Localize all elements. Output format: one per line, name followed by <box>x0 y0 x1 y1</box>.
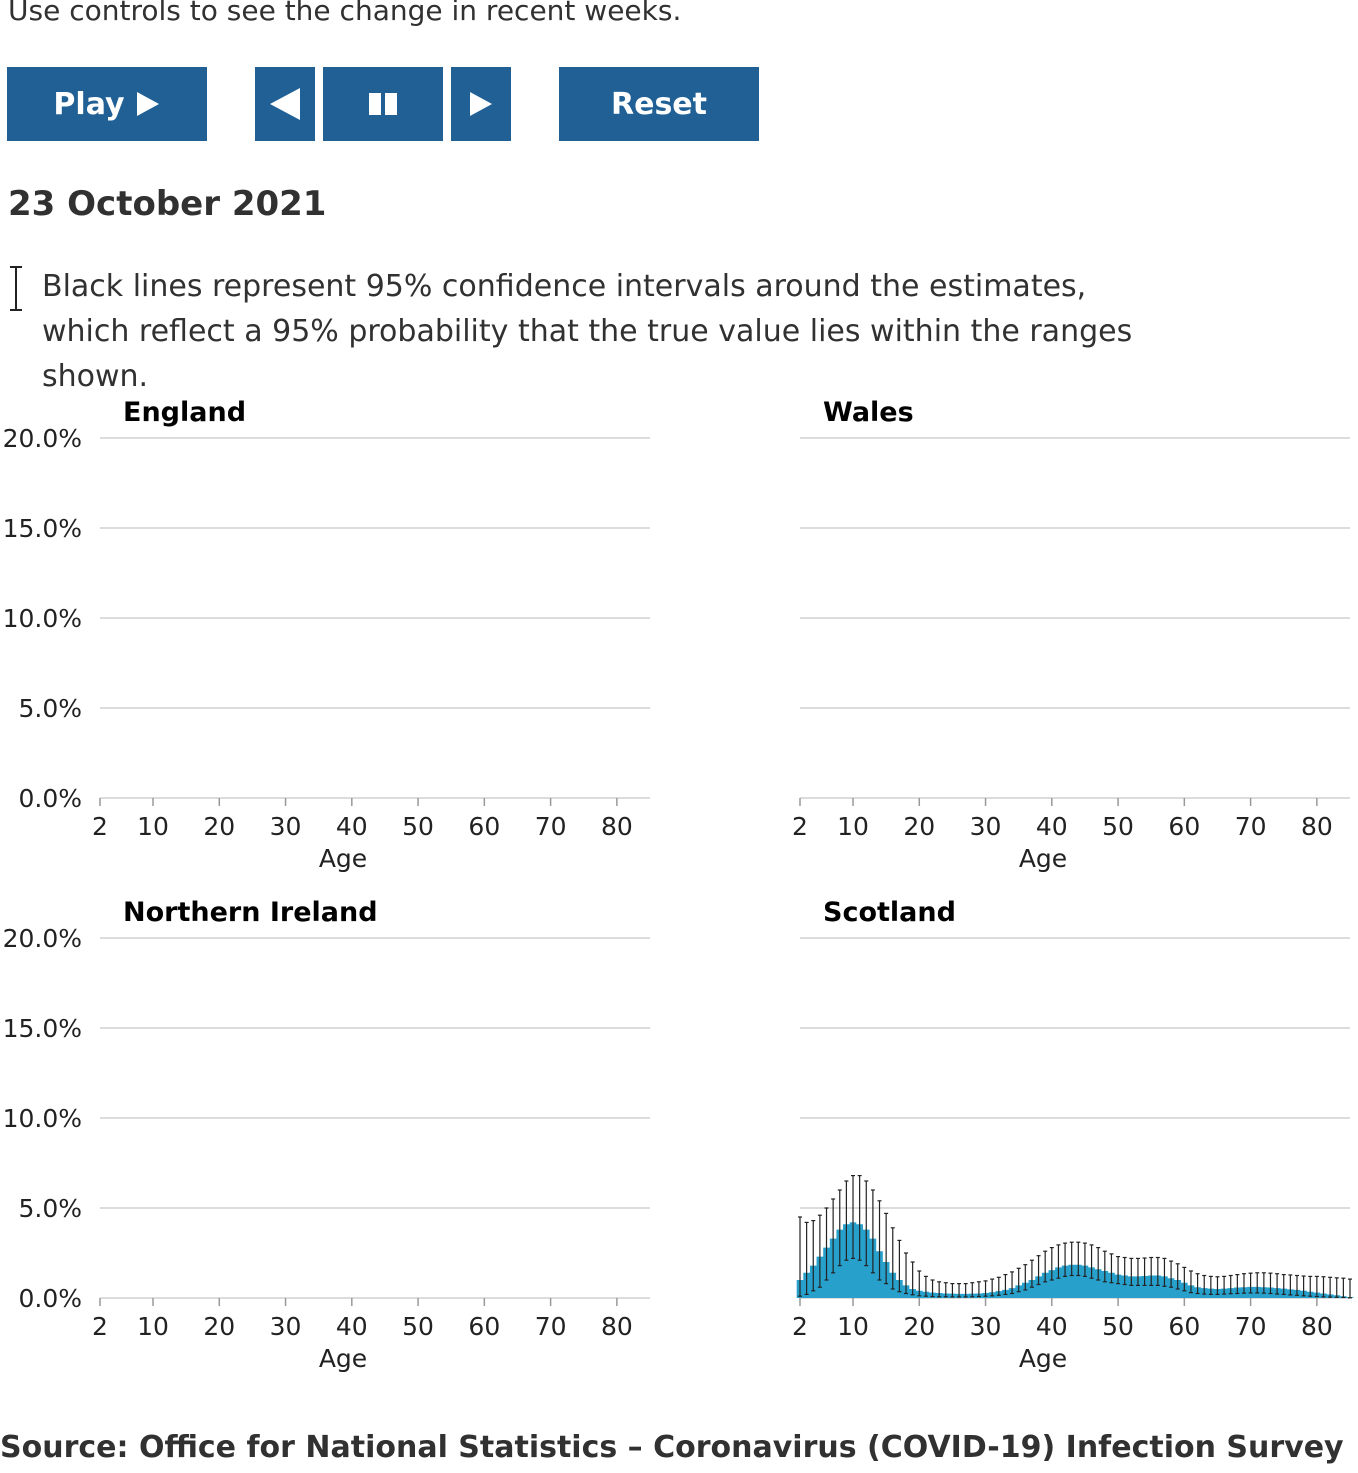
previous-button[interactable] <box>255 67 315 141</box>
play-icon <box>136 92 159 116</box>
y-tick-label: 15.0% <box>3 514 82 543</box>
chart-panel-northern-ireland: Northern Ireland 0.0% 5.0% 10.0% 15.0% 20.0% 2… <box>3 897 650 1373</box>
y-tick-label: 0.0% <box>18 784 82 813</box>
y-tick-label: 5.0% <box>18 1194 82 1223</box>
confidence-note: Black lines represent 95% confidence int… <box>42 269 1133 394</box>
x-tick-label: 70 <box>535 1312 567 1341</box>
x-tick-label: 50 <box>1102 812 1134 841</box>
x-tick-label: 30 <box>270 812 302 841</box>
x-tick-label: 60 <box>468 812 500 841</box>
x-tick-label: 20 <box>203 812 235 841</box>
date-heading: 23 October 2021 <box>8 184 327 224</box>
x-tick-label: 30 <box>270 1312 302 1341</box>
x-axis-label: Age <box>1019 844 1067 873</box>
x-tick-label: 60 <box>1168 1312 1200 1341</box>
source-text: Source: Office for National Statistics –… <box>0 1430 1344 1465</box>
chart-panel-england: England 0.0% 5.0% 10.0% 15.0% 20.0% 2 10 20 30 40 5… <box>3 397 650 873</box>
step-forward-icon <box>470 92 492 116</box>
x-tick-label: 2 <box>792 812 808 841</box>
x-tick-label: 40 <box>1036 1312 1068 1341</box>
x-tick-label: 40 <box>1036 812 1068 841</box>
x-tick-label: 20 <box>903 812 935 841</box>
intro-text: Use controls to see the change in recent… <box>8 0 682 27</box>
step-back-icon <box>270 88 300 120</box>
next-button[interactable] <box>451 67 511 141</box>
y-tick-label: 10.0% <box>3 604 82 633</box>
x-tick-label: 70 <box>535 812 567 841</box>
x-axis-label: Age <box>319 844 367 873</box>
panel-title: Northern Ireland <box>123 897 378 928</box>
x-tick-label: 80 <box>601 812 633 841</box>
estimate-area <box>796 1222 1354 1298</box>
x-tick-label: 50 <box>1102 1312 1134 1341</box>
panel-title: Scotland <box>823 897 956 928</box>
pause-icon <box>369 93 397 115</box>
chart-panel-scotland: Scotland 2 10 20 30 40 50 60 70 80 Age <box>792 897 1354 1373</box>
y-tick-label: 10.0% <box>3 1104 82 1133</box>
y-tick-label: 20.0% <box>3 424 82 453</box>
x-tick-label: 70 <box>1235 1312 1267 1341</box>
x-tick-label: 30 <box>970 812 1002 841</box>
x-tick-label: 50 <box>402 812 434 841</box>
x-tick-label: 30 <box>970 1312 1002 1341</box>
x-tick-label: 70 <box>1235 812 1267 841</box>
x-axis-label: Age <box>1019 1344 1067 1373</box>
chart-panel-wales: Wales 2 10 20 30 40 50 60 70 80 Age <box>792 397 1350 873</box>
x-tick-label: 80 <box>1301 1312 1333 1341</box>
confidence-interval-icon <box>10 266 22 311</box>
pause-button[interactable] <box>323 67 443 141</box>
x-tick-label: 40 <box>336 1312 368 1341</box>
x-tick-label: 40 <box>336 812 368 841</box>
panel-title: England <box>123 397 246 428</box>
x-tick-label: 50 <box>402 1312 434 1341</box>
y-tick-label: 5.0% <box>18 694 82 723</box>
reset-button[interactable]: Reset <box>559 67 759 141</box>
y-tick-label: 20.0% <box>3 924 82 953</box>
x-tick-label: 10 <box>837 1312 869 1341</box>
x-tick-label: 2 <box>92 1312 108 1341</box>
x-axis-label: Age <box>319 1344 367 1373</box>
panel-title: Wales <box>823 397 914 428</box>
x-tick-label: 2 <box>92 812 108 841</box>
x-tick-label: 10 <box>137 1312 169 1341</box>
x-tick-label: 10 <box>137 812 169 841</box>
play-button-label: Play <box>53 86 125 122</box>
x-tick-label: 10 <box>837 812 869 841</box>
x-tick-label: 20 <box>903 1312 935 1341</box>
x-tick-label: 60 <box>1168 812 1200 841</box>
play-button[interactable]: Play <box>7 67 207 141</box>
y-tick-label: 0.0% <box>18 1284 82 1313</box>
reset-button-label: Reset <box>611 86 707 122</box>
x-tick-label: 2 <box>792 1312 808 1341</box>
x-tick-label: 80 <box>601 1312 633 1341</box>
y-tick-label: 15.0% <box>3 1014 82 1043</box>
x-tick-label: 20 <box>203 1312 235 1341</box>
x-tick-label: 80 <box>1301 812 1333 841</box>
x-tick-label: 60 <box>468 1312 500 1341</box>
